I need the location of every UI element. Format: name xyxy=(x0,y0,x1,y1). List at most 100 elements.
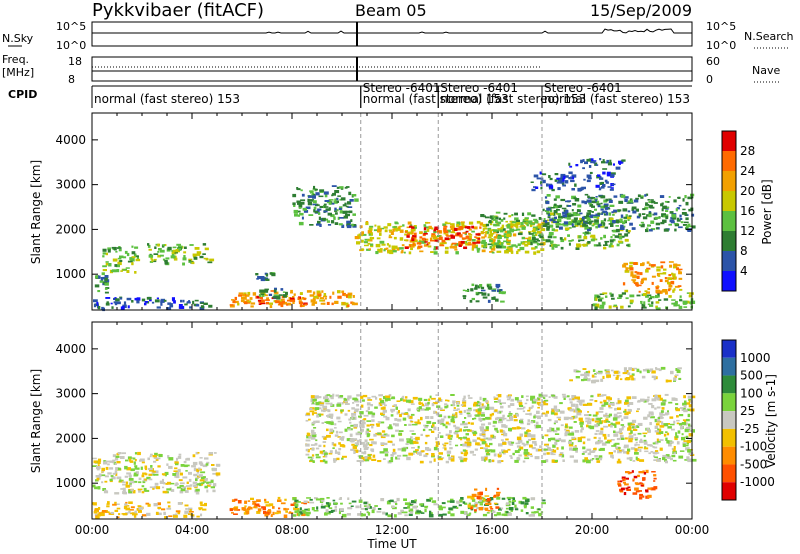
colorbar-segment xyxy=(722,271,736,291)
nave-tick-top: 60 xyxy=(706,55,720,68)
freq-label: Freq. xyxy=(2,53,29,66)
echo-region xyxy=(305,393,697,464)
echo-region xyxy=(147,243,215,266)
echo-region xyxy=(480,211,632,251)
echo-region xyxy=(92,501,207,520)
colorbar-segment xyxy=(722,211,736,231)
colorbar-segment xyxy=(722,171,736,191)
x-tick-label: 20:00 xyxy=(575,523,610,537)
nave-tick-bottom: 0 xyxy=(706,73,713,86)
cpid-segment-label: Stereo -6401 xyxy=(363,81,441,95)
colorbar-segment xyxy=(722,428,736,447)
colorbar-segment xyxy=(722,131,736,151)
cpid-segment-label: Stereo -6401 xyxy=(440,81,518,95)
power-panel: 1000 2000 3000 4000 Slant Range [km] 28 24 20… xyxy=(29,112,774,312)
colorbar-segment xyxy=(722,411,736,429)
colorbar-segment xyxy=(722,482,736,500)
colorbar-tick-label: 24 xyxy=(740,164,755,178)
colorbar-segment xyxy=(722,251,736,271)
x-tick-label: 16:00 xyxy=(475,523,510,537)
echo-region xyxy=(102,245,141,274)
power-colorbar-label: Power [dB] xyxy=(760,179,774,244)
y-tick-label: 1000 xyxy=(55,267,86,281)
cpid-segment-label: normal (fast stereo) 153 xyxy=(363,92,509,106)
nsky-label: N.Sky xyxy=(2,32,34,45)
colorbar-tick-label: -25 xyxy=(740,422,760,436)
echo-region xyxy=(467,487,501,512)
echo-region xyxy=(92,451,221,495)
colorbar-tick-label: 4 xyxy=(740,264,748,278)
beam-label: Beam 05 xyxy=(355,1,427,20)
cpid-segment-label: Stereo -6401 xyxy=(544,81,622,95)
y-tick-label: 3000 xyxy=(55,387,86,401)
velocity-ylabel: Slant Range [km] xyxy=(29,369,43,473)
y-tick-label: 1000 xyxy=(55,476,86,490)
nsearch-tick-top: 10^5 xyxy=(706,20,736,33)
x-tick-label: 12:00 xyxy=(375,523,410,537)
nsky-tick-bottom: 10^0 xyxy=(56,39,86,52)
colorbar-tick-label: 12 xyxy=(740,224,755,238)
nave-label: Nave xyxy=(752,64,780,77)
freq-tick-top: 18 xyxy=(68,55,82,68)
cpid-label: CPID xyxy=(8,88,37,101)
echo-region xyxy=(622,261,683,295)
colorbar-segment xyxy=(722,340,736,358)
echo-region xyxy=(462,283,506,303)
freq-tick-bottom: 8 xyxy=(68,73,75,86)
velocity-colorbar-label: Velocity [m s-1] xyxy=(764,374,778,468)
colorbar-segment xyxy=(722,357,736,376)
echo-region xyxy=(568,158,626,170)
nsky-tick-top: 10^5 xyxy=(56,20,86,33)
echo-region xyxy=(569,366,682,384)
y-tick-label: 3000 xyxy=(55,178,86,192)
freq-panel: Freq. [MHz] 18 8 60 0 Nave xyxy=(2,53,780,86)
colorbar-tick-label: 28 xyxy=(740,144,755,158)
colorbar-segment xyxy=(722,231,736,251)
y-tick-label: 2000 xyxy=(55,222,86,236)
colorbar-segment xyxy=(722,446,736,465)
colorbar-segment xyxy=(722,393,736,412)
echo-region xyxy=(255,272,276,282)
echo-region xyxy=(542,193,696,233)
colorbar-tick-label: -100 xyxy=(740,440,767,454)
colorbar-tick-label: 500 xyxy=(740,369,763,383)
colorbar-tick-label: -500 xyxy=(740,457,767,471)
cpid-segment-label: normal (fast stereo) 153 xyxy=(94,92,240,106)
colorbar-tick-label: 1000 xyxy=(740,351,771,365)
velocity-panel: 1000 2000 3000 4000 Slant Range [km] 1000 50… xyxy=(29,321,778,520)
y-tick-label: 4000 xyxy=(55,342,86,356)
y-tick-label: 4000 xyxy=(55,133,86,147)
x-axis-label: Time UT xyxy=(366,537,417,551)
cpid-segment-label: normal (fast stereo) 153 xyxy=(440,92,586,106)
echo-region xyxy=(258,287,288,300)
date-label: 15/Sep/2009 xyxy=(590,1,692,20)
x-tick-label: 00:00 xyxy=(675,523,710,537)
nsearch-tick-bottom: 10^0 xyxy=(706,39,736,52)
colorbar-tick-label: 25 xyxy=(740,404,755,418)
colorbar-segment xyxy=(722,151,736,171)
colorbar-segment xyxy=(722,464,736,483)
y-tick-label: 2000 xyxy=(55,431,86,445)
colorbar-tick-label: 20 xyxy=(740,184,755,198)
echo-region xyxy=(592,292,696,311)
colorbar-segment xyxy=(722,191,736,211)
radar-title: Pykkvibaer (fitACF) xyxy=(92,0,264,21)
echo-region xyxy=(94,272,110,294)
echo-region xyxy=(292,185,359,229)
colorbar-tick-label: 8 xyxy=(740,244,748,258)
nsky-trace xyxy=(92,28,692,34)
colorbar-tick-label: 16 xyxy=(740,204,755,218)
cpid-segment-label: normal (fast stereo) 153 xyxy=(544,92,690,106)
colorbar-segment xyxy=(722,375,736,394)
nsearch-label: N.Search xyxy=(744,30,794,43)
colorbar-tick-label: -1000 xyxy=(740,475,775,489)
x-tick-label: 00:00 xyxy=(75,523,110,537)
echo-region xyxy=(404,225,482,250)
freq-unit: [MHz] xyxy=(2,66,34,79)
echo-region xyxy=(617,469,658,500)
x-tick-label: 04:00 xyxy=(175,523,210,537)
colorbar-tick-label: 100 xyxy=(740,386,763,400)
echo-region xyxy=(93,296,213,312)
